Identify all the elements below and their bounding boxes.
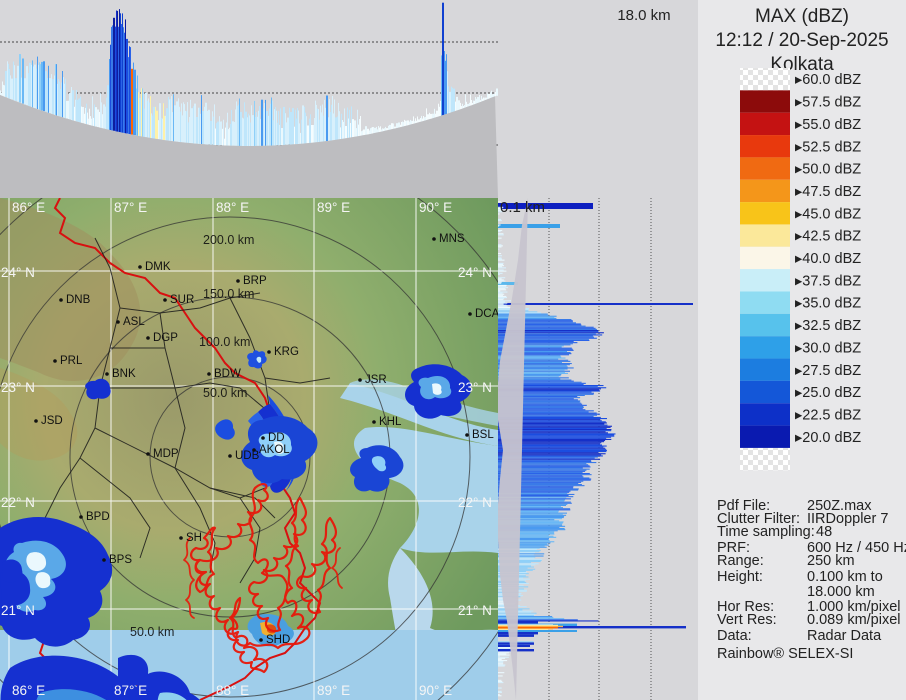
svg-text:24° N: 24° N [458,265,492,280]
svg-text:100.0 km: 100.0 km [199,335,250,349]
svg-text:▸20.0 dBZ: ▸20.0 dBZ [795,430,861,446]
svg-text:23° N: 23° N [1,380,35,395]
svg-text:18.000 km: 18.000 km [807,584,875,600]
svg-text:JSR: JSR [365,374,387,386]
svg-text:▸27.5 dBZ: ▸27.5 dBZ [795,363,861,379]
svg-text:89° E: 89° E [317,200,350,215]
svg-text:▸30.0 dBZ: ▸30.0 dBZ [795,340,861,356]
svg-text:▸42.5 dBZ: ▸42.5 dBZ [795,229,861,245]
svg-text:250 km: 250 km [807,553,855,569]
svg-text:48: 48 [816,524,832,540]
svg-text:JSD: JSD [41,415,63,427]
svg-text:SUR: SUR [170,294,194,306]
svg-text:PRL: PRL [60,355,83,367]
svg-text:KHL: KHL [379,416,402,428]
svg-text:24° N: 24° N [1,265,35,280]
svg-text:KRG: KRG [274,346,299,358]
svg-text:50.0 km: 50.0 km [203,386,247,400]
svg-text:▸40.0 dBZ: ▸40.0 dBZ [795,251,861,267]
svg-text:Vert Res:: Vert Res: [717,612,777,628]
svg-text:12:12 / 20-Sep-2025: 12:12 / 20-Sep-2025 [715,30,888,51]
svg-text:21° N: 21° N [458,603,492,618]
svg-text:▸47.5 dBZ: ▸47.5 dBZ [795,184,861,200]
svg-text:BRP: BRP [243,275,267,287]
svg-text:200.0 km: 200.0 km [203,233,254,247]
svg-text:Time sampling:: Time sampling: [717,524,815,540]
svg-text:Range:: Range: [717,553,764,569]
svg-text:BNK: BNK [112,368,136,380]
svg-text:▸50.0 dBZ: ▸50.0 dBZ [795,162,861,178]
svg-text:▸35.0 dBZ: ▸35.0 dBZ [795,296,861,312]
svg-text:87° E: 87° E [114,200,147,215]
svg-text:89° E: 89° E [317,683,350,698]
svg-text:Height:: Height: [717,569,763,585]
svg-text:BPD: BPD [86,511,110,523]
svg-text:▸60.0 dBZ: ▸60.0 dBZ [795,72,861,88]
svg-text:MAX (dBZ): MAX (dBZ) [755,6,849,27]
svg-text:▸25.0 dBZ: ▸25.0 dBZ [795,385,861,401]
svg-text:0.089 km/pixel: 0.089 km/pixel [807,612,901,628]
svg-text:23° N: 23° N [458,380,492,395]
svg-text:SH: SH [186,532,202,544]
svg-text:21° N: 21° N [1,603,35,618]
svg-text:88° E: 88° E [216,683,249,698]
svg-text:0.1 km: 0.1 km [500,199,545,216]
svg-text:Data:: Data: [717,628,752,644]
svg-text:86° E: 86° E [12,200,45,215]
svg-text:DMK: DMK [145,261,171,273]
svg-text:▸52.5 dBZ: ▸52.5 dBZ [795,139,861,155]
svg-text:▸32.5 dBZ: ▸32.5 dBZ [795,318,861,334]
svg-text:DGP: DGP [153,332,178,344]
svg-text:88° E: 88° E [216,200,249,215]
svg-text:▸45.0 dBZ: ▸45.0 dBZ [795,206,861,222]
svg-text:DCA: DCA [475,308,498,320]
svg-text:▸55.0 dBZ: ▸55.0 dBZ [795,117,861,133]
svg-text:ASL: ASL [123,316,145,328]
svg-text:0.100 km to: 0.100 km to [807,569,883,585]
svg-text:BDW: BDW [214,368,241,380]
svg-text:▸22.5 dBZ: ▸22.5 dBZ [795,407,861,423]
svg-text:DNB: DNB [66,294,91,306]
svg-text:150.0 km: 150.0 km [203,287,254,301]
svg-text:▸37.5 dBZ: ▸37.5 dBZ [795,273,861,289]
svg-text:BPS: BPS [109,554,132,566]
svg-text:BSL: BSL [472,429,494,441]
svg-text:MNS: MNS [439,233,465,245]
svg-text:86° E: 86° E [12,683,45,698]
svg-text:22° N: 22° N [458,495,492,510]
svg-text:87° E: 87° E [114,683,147,698]
svg-text:UDB: UDB [235,450,260,462]
svg-text:90° E: 90° E [419,683,452,698]
svg-text:22° N: 22° N [1,495,35,510]
svg-text:90° E: 90° E [419,200,452,215]
svg-text:AKOL: AKOL [259,444,290,456]
svg-text:▸57.5 dBZ: ▸57.5 dBZ [795,95,861,111]
svg-text:MDP: MDP [153,448,179,460]
svg-text:DD: DD [268,432,285,444]
svg-text:18.0 km: 18.0 km [617,7,670,24]
svg-text:Rainbow® SELEX-SI: Rainbow® SELEX-SI [717,646,853,662]
svg-text:Radar Data: Radar Data [807,628,882,644]
svg-text:SHD: SHD [266,634,290,646]
svg-text:50.0 km: 50.0 km [130,625,174,639]
